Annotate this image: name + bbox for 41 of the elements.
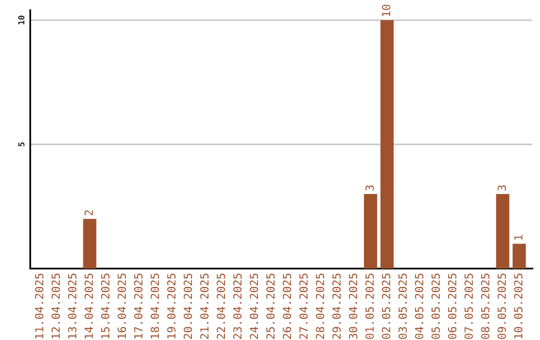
x-tick-label: 19.04.2025 <box>167 274 176 338</box>
x-tick-label: 29.04.2025 <box>332 274 341 339</box>
x-tick-label: 28.04.2025 <box>316 274 324 339</box>
x-tick-label: 24.04.2025 <box>250 274 258 339</box>
x-tick-label: 08.05.2025 <box>481 274 490 339</box>
x-tick-label: 30.04.2025 <box>348 274 358 339</box>
data-label: 2 <box>84 210 93 216</box>
y-tick-label: 5 <box>18 142 24 146</box>
data-label: 10 <box>382 4 390 16</box>
x-tick-label: 27.04.2025 <box>299 274 308 339</box>
x-tick-label: 11.04.2025 <box>35 274 44 338</box>
x-tick-label: 26.04.2025 <box>282 274 292 339</box>
bar <box>364 194 378 269</box>
x-tick-label: 21.04.2025 <box>200 274 209 339</box>
bar <box>380 20 394 269</box>
x-tick-label: 20.04.2025 <box>184 274 192 339</box>
x-tick-label: 02.05.2025 <box>382 274 390 339</box>
x-tick-label: 22.04.2025 <box>216 274 226 339</box>
x-tick-label: 01.05.2025 <box>365 274 374 339</box>
x-tick-label: 13.04.2025 <box>68 274 76 338</box>
x-tick-label: 15.04.2025 <box>101 274 110 338</box>
data-label: 1 <box>514 235 522 240</box>
x-tick-label: 06.05.2025 <box>448 274 456 339</box>
x-tick-label: 03.05.2025 <box>398 274 407 339</box>
x-tick-label: 12.04.2025 <box>52 274 60 338</box>
bar <box>496 194 510 269</box>
data-label: 3 <box>365 185 374 191</box>
x-tick-label: 04.05.2025 <box>414 274 424 339</box>
x-tick-label: 17.04.2025 <box>134 274 143 338</box>
bar <box>83 218 96 269</box>
x-tick-label: 23.04.2025 <box>233 274 242 339</box>
x-tick-label: 14.04.2025 <box>84 274 93 338</box>
x-tick-label: 09.05.2025 <box>498 274 506 339</box>
bar <box>512 244 526 269</box>
x-tick-label: 16.04.2025 <box>118 274 126 338</box>
x-tick-label: 05.05.2025 <box>431 274 440 339</box>
x-tick-label: 18.04.2025 <box>150 274 160 338</box>
x-tick-label: 25.04.2025 <box>266 274 275 339</box>
x-tick-label: 10.05.2025 <box>514 274 522 338</box>
x-tick-label: 07.05.2025 <box>464 274 473 339</box>
data-label: 3 <box>498 185 506 191</box>
